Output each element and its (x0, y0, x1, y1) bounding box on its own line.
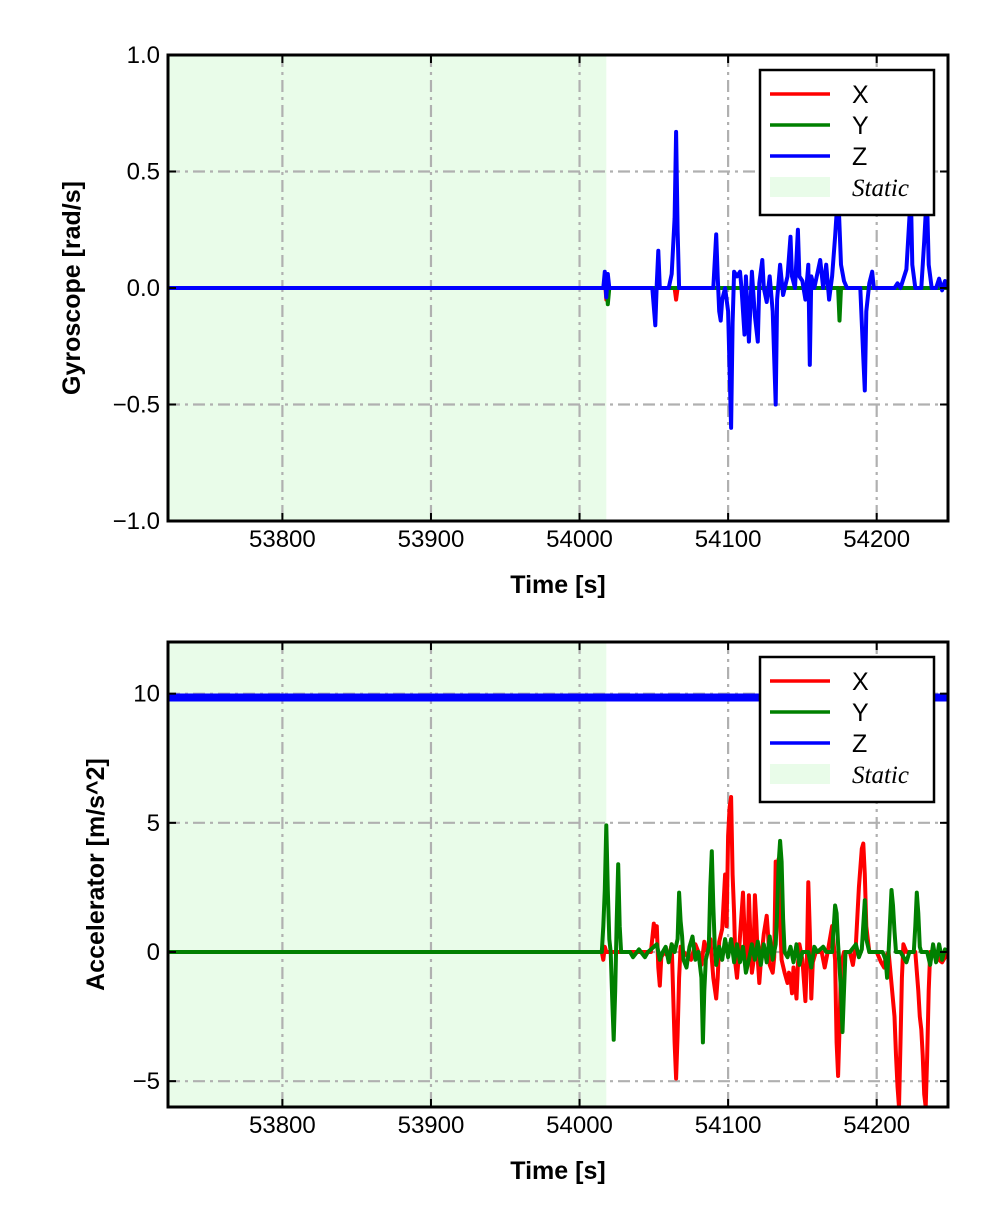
series-line-y (168, 823, 948, 1045)
legend-label-z: Z (852, 143, 867, 171)
y-tick-label: −1.0 (113, 508, 160, 535)
x-tick-label: 53900 (398, 1112, 465, 1139)
y-tick-label: −0.5 (113, 392, 160, 419)
x-tick-label: 54200 (843, 526, 910, 553)
legend-label-y: Y (852, 112, 869, 140)
y-axis-label: Gyroscope [rad/s] (58, 181, 86, 395)
chart-panel-gyro: 53800 53900 54000 54100 54200 −1.0 −0.5 0.0 0.5 1… (58, 42, 950, 599)
chart-panel-accel: 53800 53900 54000 54100 54200 −5 0 5 10 Time [s] A… (82, 640, 950, 1185)
plot-frame (166, 640, 950, 1109)
legend-label-z: Z (852, 730, 867, 758)
x-tick-label: 54100 (695, 1112, 762, 1139)
y-tick-label: −5 (133, 1068, 160, 1095)
series-group (168, 129, 948, 430)
legend-label-static: Static (852, 762, 909, 789)
legend-label-x: X (852, 668, 869, 696)
x-tick-label: 53800 (249, 1112, 316, 1139)
static-region (168, 642, 607, 1107)
legend: XYZ Static (758, 655, 936, 804)
x-tick-label: 54000 (546, 526, 613, 553)
legend-swatch-static (770, 764, 830, 784)
x-axis-label: Time [s] (510, 571, 605, 599)
x-tick-label: 54200 (843, 1112, 910, 1139)
x-tick-label: 54000 (546, 1112, 613, 1139)
y-tick-label: 1.0 (127, 42, 160, 69)
legend-label-static: Static (852, 175, 909, 202)
y-axis-label: Accelerator [m/s^2] (82, 758, 110, 991)
y-tick-label: 0.0 (127, 275, 160, 302)
series-line-z (168, 129, 948, 430)
y-tick-label: 0.5 (127, 159, 160, 186)
legend-label-x: X (852, 81, 869, 109)
y-tick-label: 0 (147, 939, 160, 966)
y-tick-label: 10 (133, 681, 160, 708)
x-tick-label: 54100 (695, 526, 762, 553)
legend-swatch-static (770, 177, 830, 197)
x-tick-label: 53800 (249, 526, 316, 553)
legend-label-y: Y (852, 699, 869, 727)
y-tick-label: 5 (147, 810, 160, 837)
x-tick-label: 53900 (398, 526, 465, 553)
legend: XYZ Static (758, 68, 936, 217)
x-axis-label: Time [s] (510, 1157, 605, 1185)
